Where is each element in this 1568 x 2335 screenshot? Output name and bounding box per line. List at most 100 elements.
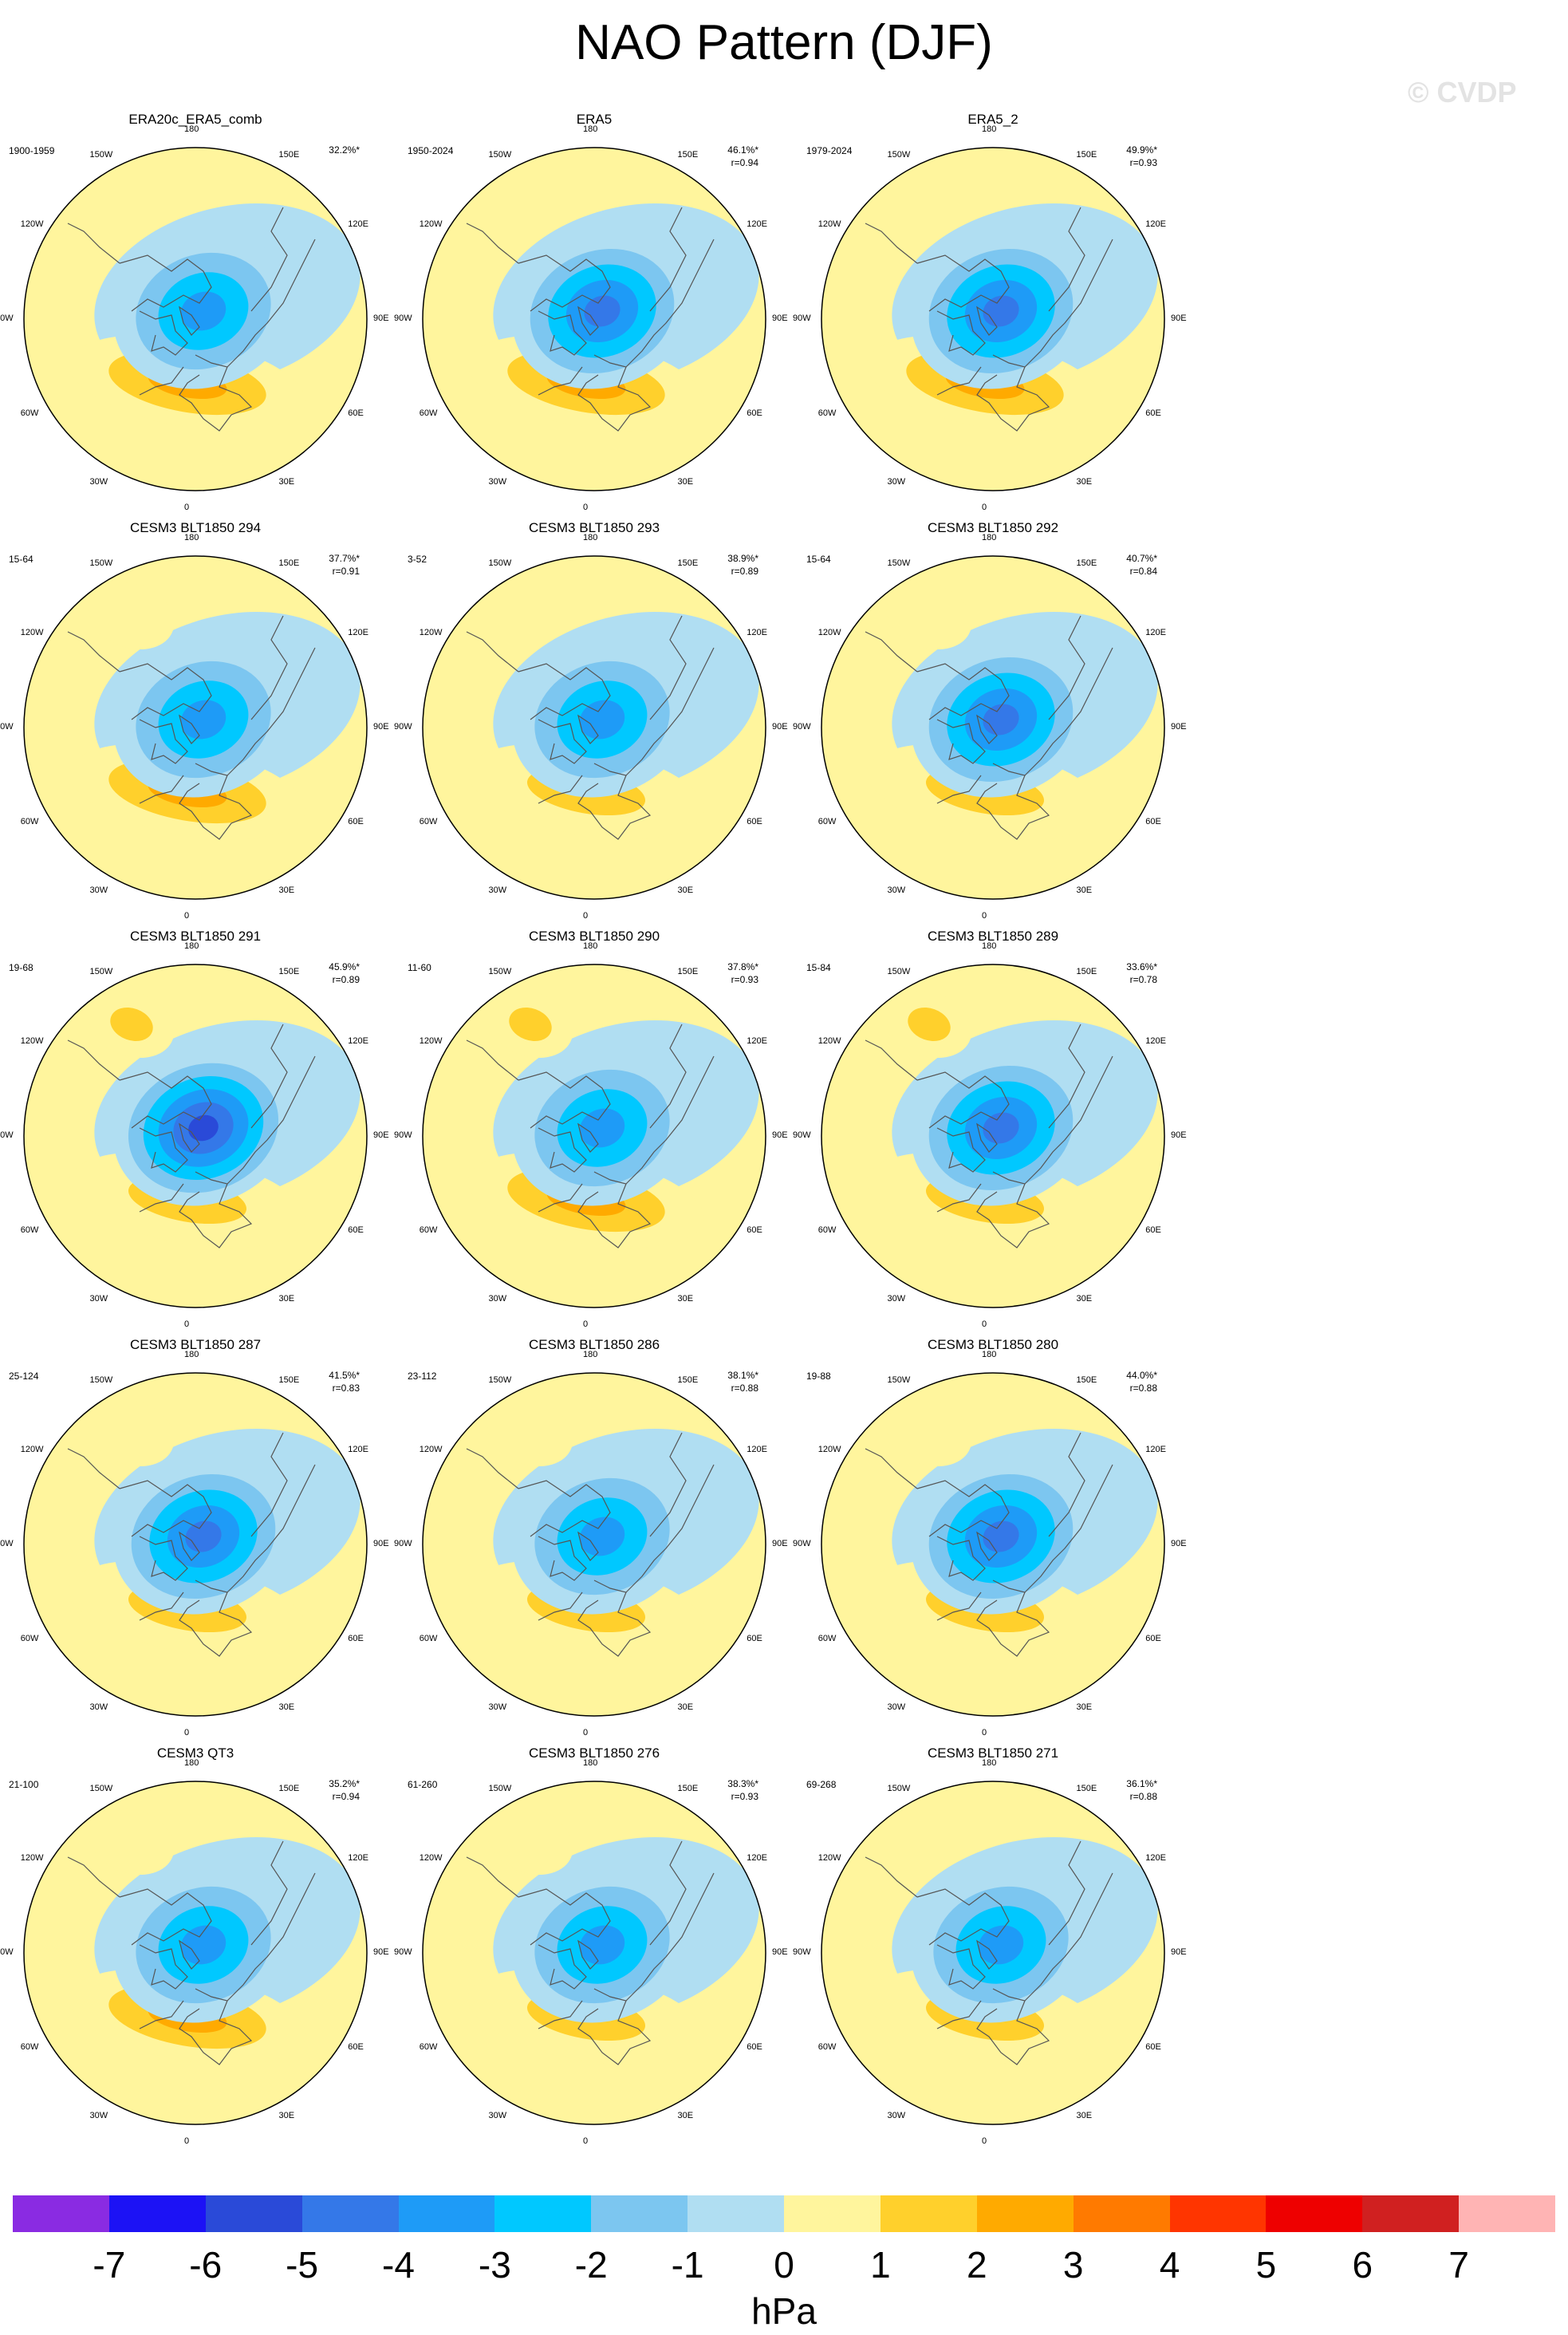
coastline [936, 1944, 986, 1990]
coastline [538, 310, 587, 356]
longitude-label: 150E [1076, 966, 1097, 976]
coastline [119, 663, 212, 720]
longitude-label: 150E [1076, 149, 1097, 160]
coastline [625, 1464, 715, 1593]
longitude-label: 60W [419, 1225, 438, 1235]
coastline [119, 1071, 212, 1129]
coastline [538, 1536, 587, 1581]
coastline [916, 254, 1010, 312]
polar-map [422, 964, 766, 1308]
longitude-label: 150E [677, 1783, 699, 1793]
coastline [916, 1071, 1010, 1129]
longitude-label: 120E [348, 1852, 368, 1863]
panel-title: CESM3 BLT1850 280 [927, 1337, 1059, 1352]
coastline [649, 1024, 687, 1129]
panel-variance-value: 38.3%* [727, 1778, 758, 1789]
panel-years: 1979-2024 [806, 145, 853, 156]
coastline [67, 631, 120, 672]
coastline [227, 647, 316, 776]
panel-title: CESM3 BLT1850 271 [927, 1745, 1059, 1761]
longitude-label: 180 [583, 1758, 598, 1768]
longitude-label: 90W [394, 1947, 412, 1957]
panel-correlation: r=0.88 [1129, 1382, 1157, 1394]
longitude-label: 90E [772, 1130, 788, 1140]
coastline [67, 223, 120, 264]
panel-variance-value: 35.2%* [329, 1778, 360, 1789]
coastline [936, 1536, 986, 1581]
longitude-label: 150E [1076, 1375, 1097, 1385]
colorbar-box [1459, 2195, 1555, 2232]
longitude-label: 30W [89, 1702, 108, 1713]
longitude-label: 150E [278, 966, 300, 976]
coastline [538, 719, 587, 764]
longitude-label: 120W [419, 219, 443, 229]
panel-title: CESM3 BLT1850 287 [129, 1337, 262, 1352]
polar-map [23, 147, 368, 491]
longitude-label: 180 [583, 124, 598, 134]
longitude-label: 60E [1145, 2041, 1161, 2052]
coastline [227, 1872, 316, 2002]
longitude-label: 0 [982, 2136, 987, 2146]
panel-variance-value: 40.7%* [1126, 553, 1157, 564]
panel-variance: 37.8%* r=0.93 [727, 960, 758, 986]
colorbar-box [108, 2195, 206, 2232]
map-boundary [23, 1781, 368, 2125]
panel-years: 19-88 [806, 1371, 831, 1382]
polar-map [23, 555, 368, 900]
coastline [1048, 1432, 1085, 1537]
panel-correlation: r=0.89 [731, 566, 758, 577]
longitude-label: 120W [20, 627, 44, 637]
longitude-label: 150W [488, 1375, 512, 1385]
longitude-label: 30E [1076, 2111, 1093, 2121]
coastline [139, 366, 184, 396]
longitude-label: 150E [278, 558, 300, 568]
map-boundary [23, 1372, 368, 1717]
longitude-label: 120E [348, 1444, 368, 1454]
longitude-label: 60W [20, 408, 39, 418]
polar-map [23, 1781, 368, 2125]
field-layer [821, 556, 1164, 899]
polar-map [821, 1781, 1165, 2125]
coastline [250, 615, 288, 720]
coastline [865, 223, 918, 264]
field-layer [24, 964, 367, 1308]
longitude-label: 30W [488, 2111, 507, 2121]
map-boundary [23, 147, 368, 491]
longitude-label: 120W [419, 1852, 443, 1863]
longitude-label: 90W [394, 722, 412, 732]
colorbar-tick-label: 3 [1062, 2244, 1084, 2286]
longitude-label: 120E [1145, 1035, 1166, 1046]
cvdp-credit: © CVDP [1408, 76, 1517, 108]
longitude-label: 150W [887, 558, 911, 568]
longitude-label: 90E [373, 1130, 389, 1140]
longitude-label: 30W [89, 477, 108, 487]
longitude-label: 150E [278, 1783, 300, 1793]
colorbar-box [398, 2195, 495, 2232]
longitude-label: 30E [278, 2111, 295, 2121]
panel-title: CESM3 BLT1850 293 [528, 520, 660, 535]
coastline [518, 1480, 611, 1537]
panel-title: CESM3 BLT1850 276 [528, 1745, 660, 1761]
coastline [865, 1448, 918, 1489]
panel-years: 25-124 [9, 1371, 39, 1382]
coastline [250, 207, 288, 312]
polar-map [821, 964, 1165, 1308]
longitude-label: 180 [184, 1350, 199, 1359]
colorbar-tick-label: 6 [1352, 2244, 1373, 2286]
longitude-label: 120E [1145, 627, 1166, 637]
coastline [1048, 1024, 1085, 1129]
field-layer [423, 1781, 766, 2124]
coastline [67, 1039, 120, 1081]
coastline [250, 1432, 288, 1537]
coastline [625, 239, 715, 368]
longitude-label: 120W [817, 219, 841, 229]
coastline [179, 1939, 200, 1970]
panel-correlation: r=0.89 [332, 974, 360, 985]
panel-title: CESM3 QT3 [156, 1745, 234, 1761]
panel-variance: 40.7%* r=0.84 [1126, 552, 1157, 578]
map-boundary [821, 1781, 1165, 2125]
panel-correlation: r=0.84 [1129, 566, 1157, 577]
longitude-label: 30E [278, 1702, 295, 1713]
panel-years: 3-52 [408, 554, 427, 565]
longitude-label: 30W [89, 2111, 108, 2121]
